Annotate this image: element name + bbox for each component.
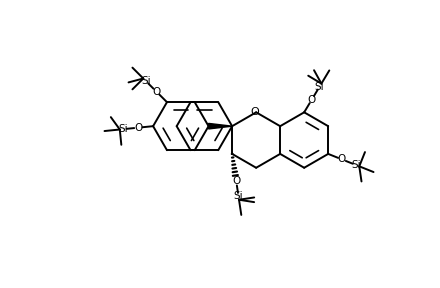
Polygon shape <box>209 123 232 129</box>
Text: O: O <box>250 107 259 117</box>
Text: O: O <box>308 94 316 105</box>
Text: O: O <box>152 87 161 97</box>
Text: O: O <box>134 123 143 133</box>
Text: O: O <box>232 176 240 186</box>
Text: O: O <box>338 154 346 164</box>
Text: Si: Si <box>315 82 324 92</box>
Text: Si: Si <box>234 191 243 201</box>
Text: Si: Si <box>351 160 361 170</box>
Text: Si: Si <box>119 124 128 134</box>
Text: Si: Si <box>141 76 151 86</box>
